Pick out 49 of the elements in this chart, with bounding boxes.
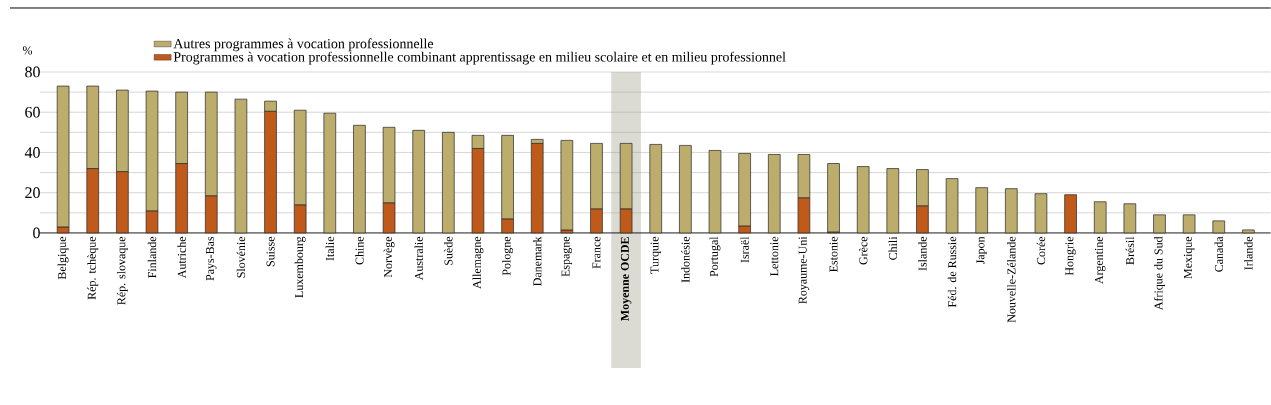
x-tick-label: Argentine <box>1094 236 1106 284</box>
y-tick-label: 0 <box>33 227 40 239</box>
x-tick-label: Lettonie <box>770 236 779 276</box>
x-tick-label: Rép. tchèque <box>87 236 99 300</box>
x-tick-label: Allemagne <box>472 236 484 289</box>
x-tick-label: Féd. de Russie <box>947 236 957 308</box>
y-tick-label: 40 <box>24 147 40 158</box>
x-tick-label: Indonésie <box>681 236 690 283</box>
x-tick-label: Royaume-Uni <box>798 236 810 304</box>
x-tick-label: Islande <box>918 236 927 271</box>
x-tick-label: Suède <box>444 236 453 265</box>
x-tick-label: Chine <box>355 236 364 265</box>
x-tick-label: Australie <box>414 236 423 281</box>
x-tick-label: Turquie <box>650 236 661 274</box>
legend-label: Programmes à vocation professionnelle combinant apprentissage en milieu scolaire et en milieu professionnel <box>173 51 786 65</box>
legend-label: Autres programmes à vocation professionnelle <box>173 38 434 52</box>
x-tick-label: Estonie <box>829 236 838 273</box>
x-tick-label: Corée <box>1036 236 1046 265</box>
y-axis-title: % <box>22 46 33 55</box>
x-tick-label: Pays-Bas <box>206 236 217 281</box>
x-tick-label: Hongrie <box>1065 236 1076 276</box>
x-tick-label: Portugal <box>709 236 721 277</box>
x-tick-label: Belgique <box>57 236 69 280</box>
x-tick-label: France <box>592 236 601 269</box>
y-tick-label: 60 <box>25 106 40 118</box>
x-tick-label: Luxembourg <box>294 236 306 298</box>
x-tick-label: Autriche <box>177 236 186 279</box>
x-tick-label: Irlande <box>1244 236 1253 270</box>
x-tick-label: Slovénie <box>236 236 246 278</box>
x-tick-label: Japon <box>976 236 987 265</box>
x-tick-label: Moyenne OCDE <box>620 237 632 321</box>
x-tick-label: Danemark <box>533 236 542 286</box>
y-tick-label: 80 <box>25 66 40 78</box>
x-tick-label: Canada <box>1214 236 1223 272</box>
x-tick-label: Pologne <box>502 236 514 276</box>
x-tick-label: Chili <box>888 236 897 260</box>
x-tick-label: Afrique du Sud <box>1154 236 1165 311</box>
x-tick-label: Norvège <box>383 236 395 278</box>
x-tick-label: Rép. slovaque <box>116 236 128 305</box>
x-tick-label: Mexique <box>1183 236 1195 279</box>
x-tick-label: Suisse <box>266 236 275 267</box>
x-tick-label: Grèce <box>858 236 868 265</box>
x-tick-label: Israël <box>740 236 749 263</box>
x-tick-label: Nouvelle-Zélande <box>1007 236 1016 323</box>
x-tick-label: Brésil <box>1125 236 1135 265</box>
x-tick-label: Italie <box>325 236 334 261</box>
x-tick-label: Finlande <box>147 236 157 278</box>
x-tick-label: Espagne <box>561 236 573 277</box>
y-tick-label: 20 <box>25 187 40 199</box>
